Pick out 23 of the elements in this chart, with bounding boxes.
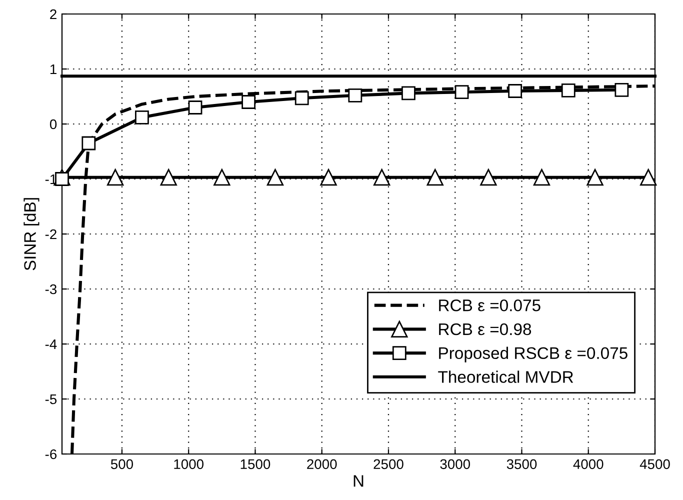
y-tick-label: 1 [50, 64, 56, 74]
y-tick-label: -4 [45, 339, 57, 350]
y-tick-label: -6 [45, 449, 57, 460]
legend-label: RCB ε =0.98 [439, 323, 532, 336]
y-tick-label: 2 [50, 9, 56, 20]
legend-label: Theoretical MVDR [438, 370, 574, 383]
legend-label: Proposed RSCB ε =0.075 [439, 346, 628, 362]
x-tick-label: 3500 [506, 459, 537, 470]
y-axis-title: SINR [dB] [24, 198, 40, 270]
x-tick-label: 500 [110, 459, 134, 470]
x-tick-label: 1000 [174, 459, 204, 470]
x-tick-label: 1500 [240, 459, 270, 470]
x-tick-label: 4500 [640, 459, 670, 470]
y-tick-label: -3 [45, 284, 57, 294]
y-tick-label: -5 [45, 394, 57, 404]
legend-label: RCB ε =0.075 [439, 299, 540, 312]
x-tick-label: 2000 [307, 459, 337, 470]
x-tick-label: 4000 [573, 459, 604, 470]
x-tick-label: 3000 [440, 459, 470, 470]
x-axis-title: N [354, 475, 364, 487]
x-tick-label: 2500 [374, 459, 404, 470]
y-tick-label: 0 [50, 119, 57, 130]
y-tick-label: -2 [45, 229, 56, 240]
